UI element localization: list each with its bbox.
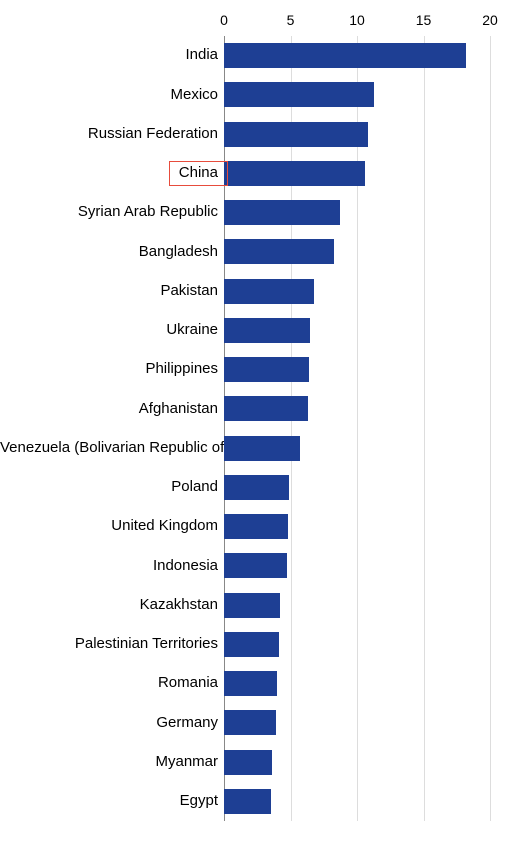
bar-row: Palestinian Territories [0, 625, 490, 664]
bar [224, 396, 308, 421]
bar-row: India [0, 36, 490, 75]
bar-row: Venezuela (Bolivarian Republic of) [0, 429, 490, 468]
bar-area [224, 507, 490, 546]
bar [224, 750, 272, 775]
bar [224, 671, 277, 696]
bar [224, 200, 340, 225]
bar-row: Indonesia [0, 546, 490, 585]
bar-label: Kazakhstan [0, 597, 224, 614]
rows-container: India Mexico Russian Federation China Syrian… [0, 36, 490, 821]
bar [224, 553, 287, 578]
x-tick-label: 0 [220, 12, 228, 28]
x-tick-label: 10 [349, 12, 365, 28]
bar-row: Kazakhstan [0, 586, 490, 625]
bar-area [224, 546, 490, 585]
bar-row: China [0, 154, 490, 193]
bar-label: Indonesia [0, 558, 224, 575]
bar [224, 43, 466, 68]
bar [224, 318, 310, 343]
bar-area [224, 311, 490, 350]
bar-row: Russian Federation [0, 115, 490, 154]
bar-area [224, 36, 490, 75]
bar-area [224, 429, 490, 468]
bar [224, 593, 280, 618]
bar-label: Venezuela (Bolivarian Republic of) [0, 440, 224, 457]
bar [224, 514, 288, 539]
bar [224, 161, 365, 186]
bar [224, 710, 276, 735]
bar-row: Myanmar [0, 743, 490, 782]
bar-chart: 0 5 10 15 20 India Mexico Russian Federation Ch… [0, 0, 515, 843]
bar-label: Ukraine [0, 322, 224, 339]
gridline [490, 36, 491, 821]
bar-row: Ukraine [0, 311, 490, 350]
bar-label: Mexico [0, 87, 224, 104]
bar-area [224, 625, 490, 664]
bar-label: Bangladesh [0, 244, 224, 261]
bar-row: Germany [0, 703, 490, 742]
bar-area [224, 232, 490, 271]
bar-row: Afghanistan [0, 389, 490, 428]
bar-area [224, 75, 490, 114]
bar [224, 82, 374, 107]
bar-row: Poland [0, 468, 490, 507]
x-tick-label: 15 [416, 12, 432, 28]
bar-label: Romania [0, 675, 224, 692]
bar-area [224, 782, 490, 821]
plot-area: 05101520 IndiaMexicoRussian FederationCh… [0, 36, 490, 821]
bar [224, 357, 309, 382]
bar-label: Poland [0, 479, 224, 496]
x-tick-label: 5 [287, 12, 295, 28]
bar [224, 122, 368, 147]
bar-area [224, 468, 490, 507]
bar-label: Myanmar [0, 754, 224, 771]
bar-row: Bangladesh [0, 232, 490, 271]
bar [224, 475, 289, 500]
bar-area [224, 586, 490, 625]
bar [224, 279, 314, 304]
bar-row: Egypt [0, 782, 490, 821]
bar-area [224, 193, 490, 232]
bar-area [224, 154, 490, 193]
bar [224, 632, 279, 657]
bar-area [224, 389, 490, 428]
bar-row: Romania [0, 664, 490, 703]
x-tick-label: 20 [482, 12, 498, 28]
bar-label: Palestinian Territories [0, 636, 224, 653]
bar-label: Syrian Arab Republic [0, 204, 224, 221]
bar-area [224, 743, 490, 782]
bar-row: Philippines [0, 350, 490, 389]
bar-label: China [0, 165, 224, 182]
bar-area [224, 664, 490, 703]
bar-label: Russian Federation [0, 126, 224, 143]
bar-row: Pakistan [0, 272, 490, 311]
bar-label: Pakistan [0, 283, 224, 300]
bar-area [224, 350, 490, 389]
bar [224, 789, 271, 814]
bar-label: Germany [0, 715, 224, 732]
bar-row: Syrian Arab Republic [0, 193, 490, 232]
bar-label: Philippines [0, 361, 224, 378]
bar-area [224, 115, 490, 154]
bar-label: Afghanistan [0, 401, 224, 418]
bar-label: Egypt [0, 793, 224, 810]
bar-area [224, 703, 490, 742]
bar-area [224, 272, 490, 311]
bar [224, 239, 334, 264]
bar-row: United Kingdom [0, 507, 490, 546]
bar-row: Mexico [0, 75, 490, 114]
bar-label: United Kingdom [0, 518, 224, 535]
bar-label: India [0, 47, 224, 64]
bar [224, 436, 300, 461]
